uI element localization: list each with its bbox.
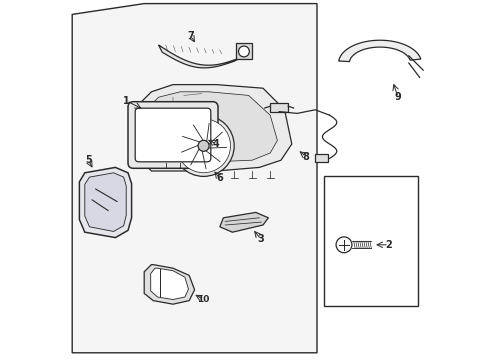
Text: 7: 7: [188, 31, 195, 41]
Bar: [270, 103, 288, 112]
Text: 10: 10: [197, 295, 210, 304]
Bar: [324, 176, 418, 306]
Text: 4: 4: [213, 139, 220, 149]
Circle shape: [239, 46, 249, 57]
Circle shape: [336, 237, 352, 253]
Bar: [236, 43, 252, 59]
Polygon shape: [85, 173, 126, 231]
Polygon shape: [151, 268, 189, 300]
Text: 2: 2: [386, 240, 392, 250]
Text: 6: 6: [217, 173, 223, 183]
Text: 5: 5: [85, 155, 92, 165]
Polygon shape: [79, 167, 132, 238]
FancyBboxPatch shape: [128, 102, 218, 168]
Text: 9: 9: [394, 92, 401, 102]
Circle shape: [198, 140, 209, 151]
Bar: [315, 154, 328, 162]
Text: 3: 3: [258, 234, 265, 244]
Polygon shape: [151, 92, 277, 162]
Polygon shape: [220, 212, 269, 232]
Polygon shape: [72, 4, 317, 353]
Text: 8: 8: [303, 152, 310, 162]
Polygon shape: [159, 45, 245, 68]
Circle shape: [177, 119, 230, 173]
Circle shape: [173, 115, 234, 176]
Polygon shape: [141, 85, 292, 171]
FancyBboxPatch shape: [135, 108, 211, 162]
Polygon shape: [339, 40, 421, 62]
Text: 1: 1: [123, 96, 129, 106]
Polygon shape: [144, 265, 195, 304]
